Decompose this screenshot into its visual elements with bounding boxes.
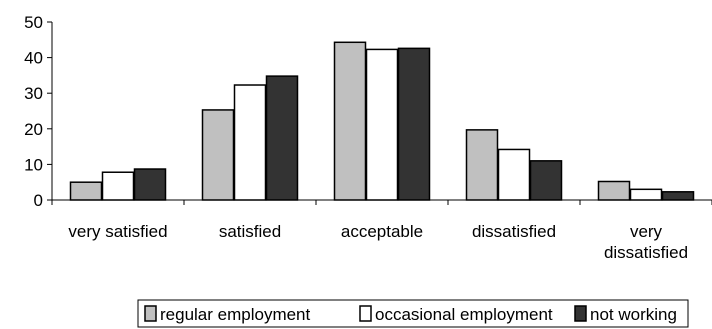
y-tick-label: 10 bbox=[24, 155, 43, 174]
y-tick-label: 40 bbox=[24, 49, 43, 68]
legend-label-occasional-employment: occasional employment bbox=[375, 305, 553, 324]
y-tick-labels: 0 10 20 30 40 50 bbox=[24, 13, 43, 210]
y-tick-label: 20 bbox=[24, 120, 43, 139]
legend-frame bbox=[137, 299, 689, 328]
y-tick-label: 50 bbox=[24, 13, 43, 32]
legend-swatch-regular-employment bbox=[144, 305, 157, 322]
bar-occasional-employment-very-satisfied bbox=[101, 171, 135, 201]
legend-label-not-working: not working bbox=[590, 305, 677, 324]
bar-regular-employment-very-dissatisfied bbox=[597, 180, 631, 201]
bar-not-working-very-dissatisfied bbox=[661, 191, 695, 201]
bar-occasional-employment-acceptable bbox=[365, 48, 399, 201]
category-label: very bbox=[630, 222, 663, 241]
category-label: dissatisfied bbox=[604, 243, 688, 262]
category-label: very satisfied bbox=[68, 222, 167, 241]
category-labels: very satisfied satisfied acceptable dissati… bbox=[68, 222, 688, 262]
bar-occasional-employment-satisfied bbox=[233, 84, 267, 201]
bar-not-working-satisfied bbox=[265, 75, 299, 201]
y-tick-label: 30 bbox=[24, 84, 43, 103]
legend-swatch-not-working bbox=[574, 305, 587, 322]
category-label: dissatisfied bbox=[472, 222, 556, 241]
bar-regular-employment-dissatisfied bbox=[465, 129, 499, 201]
category-label: acceptable bbox=[341, 222, 423, 241]
legend-swatch-occasional-employment bbox=[359, 305, 372, 322]
bar-regular-employment-very-satisfied bbox=[69, 181, 103, 201]
y-tick-label: 0 bbox=[34, 191, 43, 210]
legend-label-regular-employment: regular employment bbox=[160, 305, 311, 324]
bars bbox=[69, 41, 695, 201]
category-label: satisfied bbox=[219, 222, 281, 241]
bar-regular-employment-acceptable bbox=[333, 41, 367, 201]
bar-occasional-employment-dissatisfied bbox=[497, 148, 531, 201]
bar-not-working-acceptable bbox=[397, 47, 431, 201]
bar-regular-employment-satisfied bbox=[201, 109, 235, 201]
bar-not-working-very-satisfied bbox=[133, 168, 167, 201]
legend: regular employment occasional employment… bbox=[137, 299, 689, 328]
bar-occasional-employment-very-dissatisfied bbox=[629, 188, 663, 201]
bar-not-working-dissatisfied bbox=[529, 160, 563, 201]
